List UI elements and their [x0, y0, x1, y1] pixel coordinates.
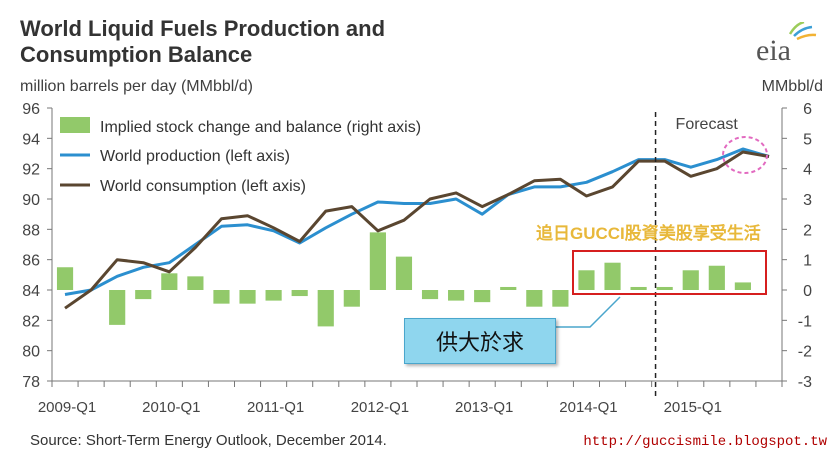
left-tick-label: 78: [22, 374, 40, 391]
right-axis-unit: MMbbl/d: [761, 78, 823, 95]
x-tick-label: 2015-Q1: [664, 399, 722, 416]
legend-entry: World consumption (left axis): [100, 178, 306, 195]
left-tick-label: 80: [22, 344, 40, 361]
eia-logo: eia: [752, 20, 822, 68]
legend-entry: Implied stock change and balance (right …: [100, 119, 421, 136]
stock-change-bar: [369, 232, 386, 290]
watermark-text: 追日GUCCI股資美股享受生活: [536, 224, 761, 243]
stock-change-bar: [343, 290, 360, 307]
stock-change-bar: [161, 273, 178, 290]
legend-entry: World production (left axis): [100, 148, 290, 165]
eia-logo-rays-icon: [788, 20, 817, 41]
right-tick-label: 2: [803, 222, 812, 239]
title-line-2: Consumption Balance: [20, 42, 253, 67]
x-tick-label: 2011-Q1: [247, 399, 304, 416]
callout-text: 供大於求: [435, 330, 524, 355]
stock-change-bar: [552, 290, 569, 307]
stock-change-bar: [421, 290, 439, 300]
right-tick-label: -3: [798, 374, 812, 391]
stock-change-bar: [448, 290, 465, 301]
forecast-crossover-circle: [722, 136, 768, 174]
consumption-line: [64, 150, 770, 310]
x-tick-label: 2012-Q1: [351, 399, 409, 416]
stock-change-bar: [708, 265, 725, 290]
stock-change-bar: [604, 262, 621, 290]
stock-change-bar: [682, 270, 699, 290]
right-tick-label: -2: [798, 344, 812, 361]
callout-pointer: [554, 296, 621, 328]
x-tick-label: 2010-Q1: [142, 399, 200, 416]
eia-logo-text: eia: [756, 34, 791, 67]
stock-change-bar: [109, 290, 126, 325]
right-tick-label: 0: [803, 283, 812, 300]
left-axis-unit: million barrels per day (MMbbl/d): [20, 78, 253, 95]
stock-change-bar: [630, 286, 647, 290]
forecast-label: Forecast: [676, 116, 739, 133]
stock-change-bar: [135, 290, 152, 300]
left-tick-label: 86: [22, 253, 40, 270]
oversupply-highlight-box: [572, 250, 767, 295]
right-tick-label: 5: [803, 131, 812, 148]
x-tick-label: 2014-Q1: [559, 399, 617, 416]
stock-change-bar: [578, 270, 595, 290]
right-tick-label: 1: [803, 253, 812, 270]
x-tick-label: 2013-Q1: [455, 399, 513, 416]
left-tick-label: 92: [22, 162, 40, 179]
blog-url: http://guccismile.blogspot.tw: [583, 434, 827, 450]
left-tick-label: 84: [22, 283, 40, 300]
chart-title: World Liquid Fuels Production and Consum…: [20, 16, 385, 68]
stock-change-bar: [734, 282, 751, 290]
stock-change-bar: [239, 290, 256, 304]
right-tick-label: 4: [803, 162, 812, 179]
right-tick-label: 6: [803, 101, 812, 118]
left-tick-label: 90: [22, 192, 40, 209]
stock-change-bar: [291, 290, 308, 297]
source-note: Source: Short-Term Energy Outlook, Decem…: [30, 432, 387, 449]
stock-change-bar: [265, 290, 282, 301]
stock-change-bar: [656, 286, 673, 290]
stock-change-bar: [317, 290, 334, 327]
x-tick-label: 2009-Q1: [38, 399, 96, 416]
left-tick-label: 88: [22, 222, 40, 239]
left-tick-label: 96: [22, 101, 40, 118]
stock-change-bar: [526, 290, 543, 307]
stock-change-bar: [187, 276, 204, 290]
stock-change-bar: [213, 290, 230, 304]
title-line-1: World Liquid Fuels Production and: [20, 16, 386, 41]
callout-box: 供大於求: [404, 318, 556, 364]
left-tick-label: 82: [22, 313, 40, 330]
left-tick-label: 94: [22, 131, 40, 148]
stock-change-bar: [500, 286, 517, 290]
stock-change-bar: [56, 267, 74, 290]
stock-change-bar: [474, 290, 491, 303]
right-tick-label: 3: [803, 192, 812, 209]
legend-bar-swatch: [60, 117, 90, 133]
stock-change-bar: [395, 256, 413, 290]
right-tick-label: -1: [798, 313, 812, 330]
